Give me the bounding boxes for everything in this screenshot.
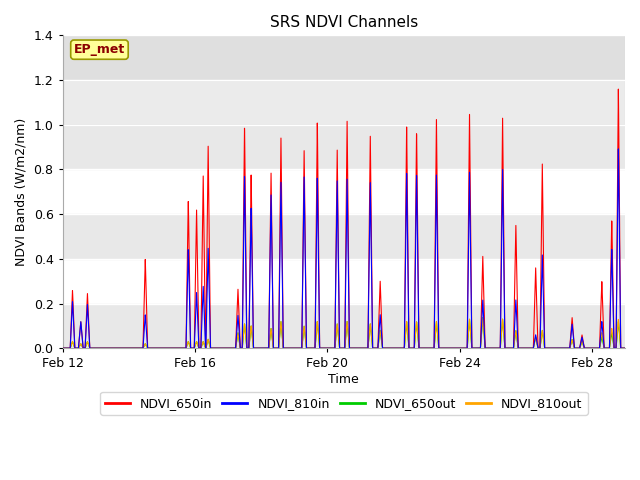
Bar xyxy=(63,36,625,80)
Legend: NDVI_650in, NDVI_810in, NDVI_650out, NDVI_810out: NDVI_650in, NDVI_810in, NDVI_650out, NDV… xyxy=(100,392,588,415)
Bar xyxy=(63,125,625,169)
Text: EP_met: EP_met xyxy=(74,43,125,56)
Bar xyxy=(63,36,625,125)
Bar xyxy=(63,303,625,348)
Bar xyxy=(63,214,625,259)
Y-axis label: NDVI Bands (W/m2/nm): NDVI Bands (W/m2/nm) xyxy=(15,118,28,266)
Title: SRS NDVI Channels: SRS NDVI Channels xyxy=(269,15,418,30)
X-axis label: Time: Time xyxy=(328,373,359,386)
